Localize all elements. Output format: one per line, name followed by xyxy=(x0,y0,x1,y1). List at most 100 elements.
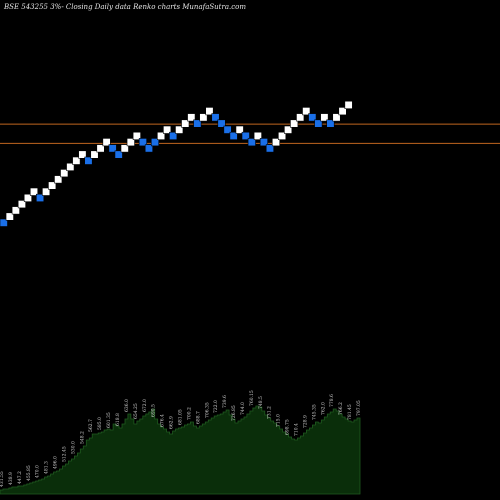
renko-brick-down xyxy=(114,150,123,159)
volume-label: 766.2 xyxy=(338,402,344,415)
renko-brick-up xyxy=(302,107,311,116)
renko-brick-down xyxy=(229,131,238,140)
volume-label: 672.0 xyxy=(142,399,148,412)
renko-brick-down xyxy=(223,125,232,134)
volume-label: 688.7 xyxy=(195,411,201,424)
renko-brick-up xyxy=(60,169,69,178)
volume-label: 447.2 xyxy=(17,471,23,484)
volume-label: 585.0 xyxy=(97,417,103,430)
renko-brick-up xyxy=(72,156,81,165)
renko-brick-down xyxy=(0,218,8,227)
volume-label: 745.35 xyxy=(311,404,317,420)
volume-label: 739.6 xyxy=(222,395,228,408)
renko-brick-up xyxy=(157,131,166,140)
renko-brick-down xyxy=(35,193,45,202)
volume-label: 618.8 xyxy=(115,413,121,426)
volume-area: 431.55 438.9 447.2 455.85 470.0 481.3 496.0512… xyxy=(0,390,362,495)
volume-label: 562.7 xyxy=(88,419,94,432)
renko-brick-up xyxy=(11,206,20,215)
renko-brick-up xyxy=(17,200,26,209)
renko-brick-up xyxy=(78,150,87,159)
renko-brick-up xyxy=(54,175,63,184)
renko-brick-up xyxy=(253,131,262,140)
volume-label: 715.0 xyxy=(276,414,282,427)
renko-brick-up xyxy=(66,162,75,171)
volume-label: 728.9 xyxy=(302,415,308,428)
renko-brick-down xyxy=(247,138,256,147)
volume-label: 722.0 xyxy=(213,400,219,413)
renko-brick-down xyxy=(314,119,323,128)
renko-brick-down xyxy=(211,113,220,122)
volume-label: 760.15 xyxy=(249,390,255,406)
volume-fill xyxy=(0,405,361,495)
renko-brick-up xyxy=(277,131,287,140)
renko-brick-up xyxy=(205,107,214,116)
volume-label: 690.5 xyxy=(151,404,157,417)
chart-title: BSE 543255 3%- Closing Daily data Renko … xyxy=(4,3,247,11)
renko-brick-up xyxy=(187,113,196,122)
renko-brick-up xyxy=(126,138,135,147)
renko-brick-down xyxy=(217,119,226,128)
volume-label: 662.9 xyxy=(169,416,175,429)
volume-label: 710.4 xyxy=(294,423,300,436)
renko-brick-up xyxy=(175,125,184,134)
volume-label: 636.0 xyxy=(124,399,130,412)
renko-brick-up xyxy=(90,150,99,159)
renko-brick-up xyxy=(132,131,141,140)
renko-brick-up xyxy=(120,144,129,153)
volume-label: 744.0 xyxy=(240,402,246,415)
volume-label: 512.45 xyxy=(62,446,68,462)
volume-label: 455.85 xyxy=(26,465,32,481)
renko-brick-up xyxy=(48,181,57,190)
renko-brick-up xyxy=(271,138,281,147)
renko-brick-up xyxy=(332,113,341,122)
volume-label: 781.45 xyxy=(347,404,353,420)
renko-brick-down xyxy=(108,144,117,153)
renko-brick-up xyxy=(290,119,299,128)
volume-label: 731.2 xyxy=(267,406,273,419)
renko-brick-up xyxy=(235,125,244,134)
volume-label: 778.6 xyxy=(329,394,335,407)
renko-brick-down xyxy=(326,119,335,128)
volume-label: 698.75 xyxy=(285,419,291,435)
renko-brick-up xyxy=(23,193,33,202)
renko-brick-up xyxy=(199,113,208,122)
renko-brick-up xyxy=(338,107,347,116)
volume-label: 654.25 xyxy=(133,403,139,419)
renko-brick-down xyxy=(193,119,202,128)
renko-brick-up xyxy=(29,187,39,196)
volume-label: 726.85 xyxy=(231,405,237,421)
renko-brick-down xyxy=(308,113,317,122)
renko-brick-up xyxy=(42,187,51,196)
volume-label: 601.35 xyxy=(106,412,112,428)
volume-label: 548.2 xyxy=(79,431,85,444)
volume-label: 431.55 xyxy=(0,471,5,487)
renko-brick-down xyxy=(150,138,160,147)
renko-brick-down xyxy=(84,156,93,165)
volume-label: 438.9 xyxy=(8,472,14,485)
renko-brick-up xyxy=(96,144,105,153)
volume-label: 676.4 xyxy=(160,414,166,427)
volume-label: 762.0 xyxy=(320,402,326,415)
renko-brick-down xyxy=(265,144,275,153)
renko-brick-up xyxy=(284,125,293,134)
volume-label: 496.0 xyxy=(53,456,59,469)
volume-label: 700.2 xyxy=(186,407,192,420)
renko-brick-up xyxy=(102,138,111,147)
renko-brick-up xyxy=(163,125,172,134)
renko-brick-up xyxy=(296,113,305,122)
volume-label: 470.0 xyxy=(35,465,41,478)
volume-label: 530.0 xyxy=(70,441,76,454)
volume-label: 797.05 xyxy=(356,400,362,416)
renko-brick-down xyxy=(241,131,250,140)
renko-brick-up xyxy=(181,119,190,128)
volume-label: 706.35 xyxy=(204,402,210,418)
renko-brick-down xyxy=(138,138,147,147)
renko-brick-up xyxy=(5,212,14,221)
volume-label: 748.5 xyxy=(258,396,264,409)
renko-brick-down xyxy=(144,144,153,153)
renko-brick-down xyxy=(169,131,178,140)
renko-brick-down xyxy=(259,138,268,147)
volume-label: 481.3 xyxy=(44,461,50,474)
